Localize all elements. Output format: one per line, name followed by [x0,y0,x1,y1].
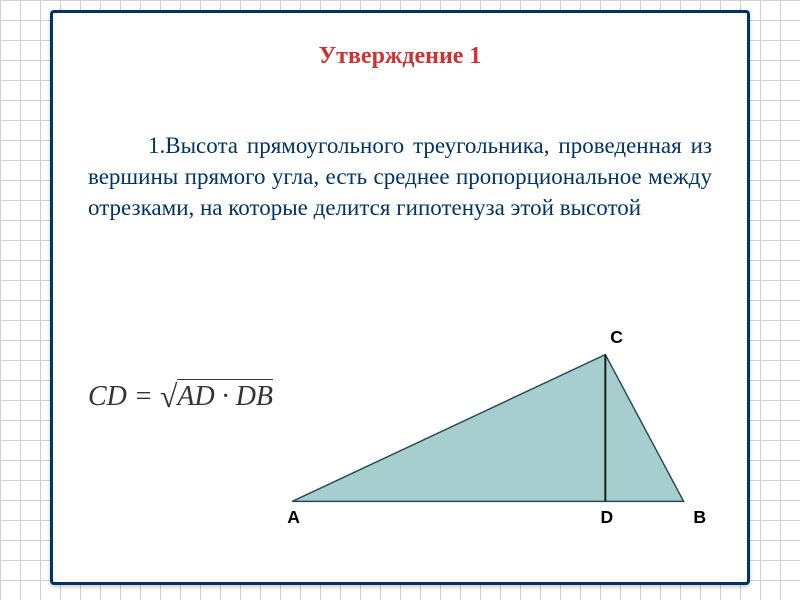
formula-equals: = [127,381,160,412]
point-label-a: A [287,507,300,527]
triangle-svg: A B C D [253,313,713,543]
sqrt-symbol: √ [160,378,178,414]
formula: CD = √AD · DB [88,378,273,415]
slide-panel: Утверждение 1 1.Высота прямоугольного тр… [50,10,750,585]
slide-title: Утверждение 1 [88,43,712,70]
formula-lhs: CD [88,381,127,412]
triangle-shape [292,355,683,502]
point-label-c: C [610,327,623,347]
triangle-diagram: A B C D [253,313,713,543]
theorem-text: 1.Высота прямоугольного треугольника, пр… [88,130,712,223]
point-label-b: B [693,507,706,527]
formula-expression: CD = √AD · DB [88,381,273,412]
point-label-d: D [600,507,613,527]
